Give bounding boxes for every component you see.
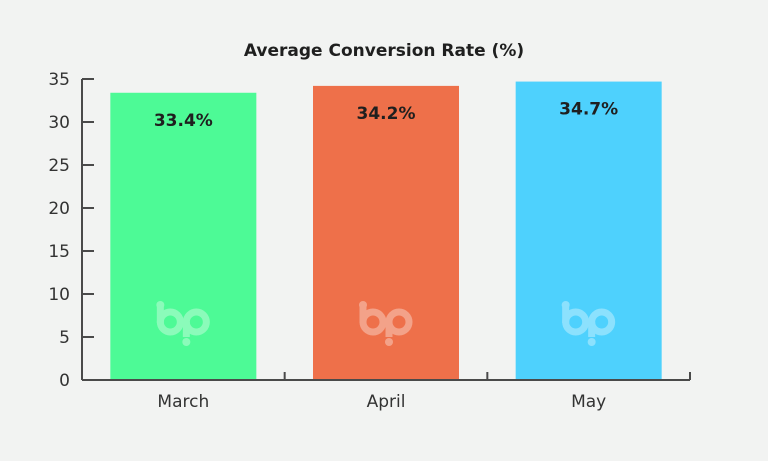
data-label: 33.4% (154, 111, 213, 131)
data-label: 34.2% (357, 104, 416, 124)
bar (110, 92, 257, 379)
bp-logo-icon (561, 301, 616, 346)
y-tick-label: 15 (48, 242, 70, 262)
bar (313, 85, 459, 379)
y-tick-label: 20 (48, 199, 70, 219)
data-label: 34.7% (559, 100, 618, 120)
chart-title: Average Conversion Rate (%) (244, 41, 524, 61)
y-tick-label: 25 (48, 156, 70, 176)
y-tick-label: 0 (59, 371, 70, 391)
x-category-label: March (157, 392, 209, 412)
y-tick-label: 35 (48, 70, 70, 90)
plot-area: 0 5 10 15 20 25 30 35 33.4% March 34.2% April 34.7% M… (48, 70, 691, 412)
bp-logo-icon (156, 301, 210, 346)
x-category-label: April (367, 392, 406, 412)
bar (515, 81, 662, 379)
y-tick-label: 10 (48, 285, 70, 305)
x-category-label: May (571, 392, 606, 412)
y-tick-label: 30 (48, 113, 70, 133)
bp-logo-icon (359, 301, 413, 346)
y-tick-label: 5 (59, 328, 70, 348)
